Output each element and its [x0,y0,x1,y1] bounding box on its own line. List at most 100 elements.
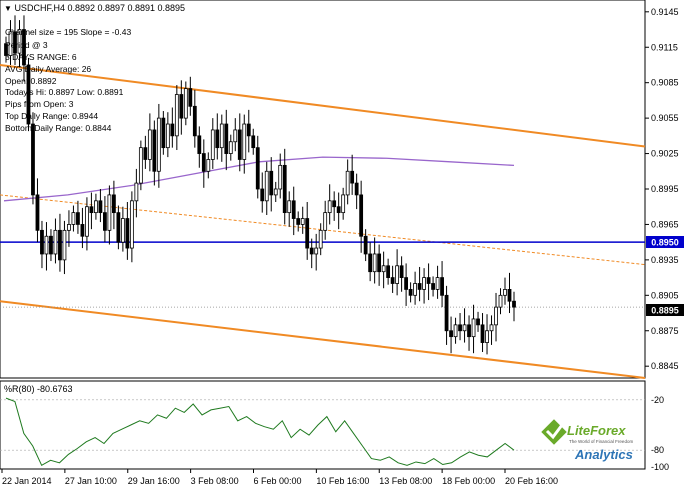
candle-body [363,235,368,255]
candle-body [287,200,292,214]
candle-body [49,235,53,255]
chevron-down-icon[interactable]: ▼ [4,4,12,13]
candle-body [67,224,71,231]
candle-body [260,188,265,202]
candle-body [390,277,395,284]
candle-body [156,117,161,172]
current-price-tag: 0.8895 [646,304,684,316]
price-tick-label: 0.8875 [651,326,679,336]
candle-body [76,212,80,225]
candle-body [309,247,314,255]
candle-body [8,31,13,56]
candle-body [399,265,404,278]
candle-body [89,206,94,214]
info-line: Bottom Daily Range: 0.8844 [5,123,112,133]
candle-body [462,324,467,332]
time-tick-label: 20 Feb 16:00 [505,476,558,486]
candle-body [219,123,224,149]
time-axis: 22 Jan 2014 27 Jan 10:00 29 Jan 16:00 3 Feb… [1,469,558,486]
candle-body [467,324,471,338]
candle-body [305,218,310,249]
level-price-tag: 0.8950 [646,236,684,248]
logo-tagline: The World of Financial Freedom [569,439,633,444]
time-tick-label: 3 Feb 08:00 [191,476,239,486]
candle-body [413,283,417,296]
candle-body [120,218,125,243]
regression-channel[interactable] [0,63,646,379]
candle-body [458,324,462,332]
candle-body [300,218,305,225]
candle-body [242,123,247,160]
candle-body [179,94,184,119]
info-line: Period @ 3 [5,40,48,50]
indicator-pane-frame [0,380,646,470]
info-line: Pips from Open: 3 [5,99,74,109]
candle-body [116,212,121,243]
candle-body [237,129,242,160]
indicator-tick-label: -20 [651,395,664,405]
candle-body [152,129,157,172]
candle-body [183,88,188,119]
candle-body [435,277,440,290]
candle-body [98,200,103,214]
price-tick-label: 0.9115 [651,42,678,52]
candle-body [125,218,130,249]
price-tick-label: 0.8905 [651,290,679,300]
info-line: Channel size = 195 Slope = -0.43 [5,27,132,37]
candle-body [431,283,435,290]
candle-body [476,318,480,326]
candle-body [31,123,35,196]
candle-body [62,229,67,261]
level-price-text: 0.8950 [651,238,679,248]
info-line: 3 DAYS RANGE: 6 [5,52,77,62]
candle-body [255,147,260,190]
candle-body [138,147,143,184]
candle-body [449,330,453,338]
candle-body [264,170,269,202]
candle-body [327,200,332,214]
candle-body [111,194,116,214]
symbol-quote-text: USDCHF,H4 0.8892 0.8897 0.8891 0.8895 [14,3,186,13]
candle-body [314,247,319,255]
candle-body [381,265,386,273]
candle-body [143,147,148,160]
candle-body [246,123,251,137]
logo-mark-icon [541,419,567,445]
time-tick-label: 27 Jan 10:00 [65,476,117,486]
candle-body [471,318,476,338]
candle-body [359,194,364,237]
candle-body [80,224,85,237]
candle-body [197,135,202,154]
candle-body [40,229,44,255]
price-tick-label: 0.9085 [651,78,679,88]
candle-body [422,277,426,290]
candle-body [336,206,341,214]
candle-body [71,212,76,225]
price-axis: 0.9145 0.9115 0.9085 0.9055 0.9025 0.8995 0.89… [645,7,679,371]
candle-body [94,200,98,214]
candle-body [129,200,134,249]
channel-mid-line [0,194,646,266]
candle-body [107,194,112,231]
candle-body [103,212,107,231]
price-candles [4,15,516,355]
chart-title-row: ▼ USDCHF,H4 0.8892 0.8897 0.8891 0.8895 [4,3,185,13]
candle-body [85,206,89,237]
candle-body [170,123,175,137]
candle-body [345,170,350,196]
candle-body [4,43,8,56]
candle-body [507,289,512,302]
candle-body [323,212,328,231]
time-tick-label: 10 Feb 16:00 [316,476,369,486]
indicator-polyline [5,397,515,467]
indicator-tick-label: -80 [651,445,664,455]
time-tick-label: 29 Jan 16:00 [128,476,180,486]
candle-body [251,135,256,149]
time-tick-label: 13 Feb 08:00 [379,476,432,486]
candle-body [174,94,179,137]
logo-brand: LiteForex [567,423,626,438]
candle-body [480,324,485,343]
candle-body [233,129,238,143]
